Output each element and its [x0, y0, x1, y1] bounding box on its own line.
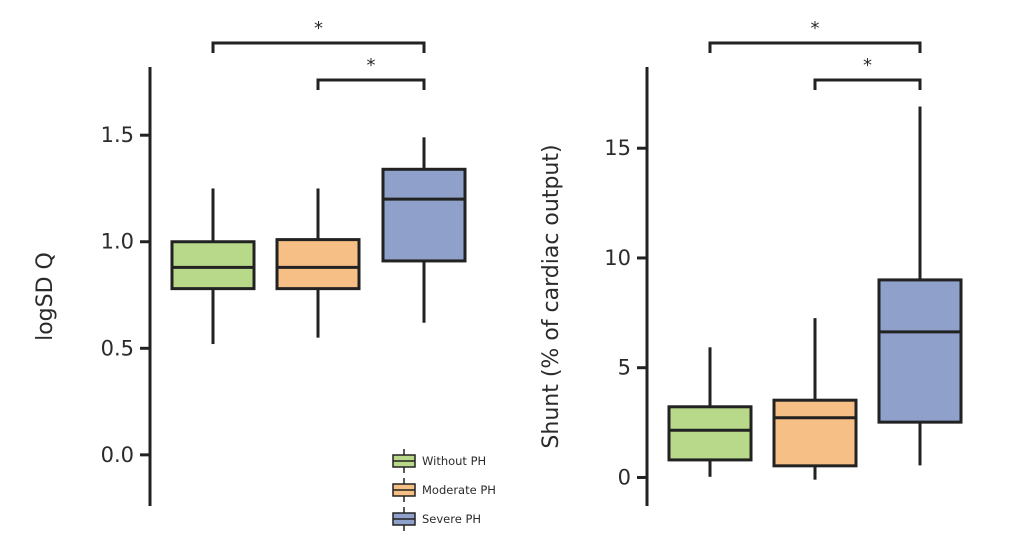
iqr-box: [275, 238, 361, 291]
significance-bracket: [813, 78, 922, 90]
iqr-box: [667, 405, 753, 462]
iqr-box: [772, 398, 858, 468]
y-tick-label: 0.0: [101, 443, 134, 467]
box-moderate-ph: [772, 318, 858, 480]
y-tick-label: 15: [604, 136, 631, 160]
y-tick-label: 1.5: [101, 123, 134, 147]
significance-star: *: [314, 18, 323, 39]
legend-item-severe-ph: Severe PH: [392, 507, 481, 531]
iqr-box: [170, 240, 256, 291]
significance-bracket: [708, 41, 922, 53]
y-tick-label: 1.0: [101, 230, 134, 254]
box-without-ph: [170, 188, 256, 345]
legend: Without PH Moderate PH Severe PH: [392, 449, 496, 531]
iqr-box: [381, 167, 467, 263]
iqr-box: [877, 278, 963, 424]
box-severe-ph: [877, 106, 963, 466]
shunt-boxplot-panel: 0 5 10 15 Shunt (% of cardiac output) * *: [539, 18, 963, 506]
y-axis-title: Shunt (% of cardiac output): [539, 144, 564, 448]
legend-label: Severe PH: [422, 512, 481, 526]
logsdq-boxplot-panel: 0.0 0.5 1.0 1.5 logSD Q * *: [33, 18, 467, 506]
legend-label: Without PH: [422, 454, 486, 468]
y-tick-label: 10: [604, 246, 631, 270]
box-moderate-ph: [275, 188, 361, 338]
y-tick-label: 5: [618, 356, 631, 380]
y-axis-title: logSD Q: [33, 252, 58, 341]
significance-star: *: [863, 55, 872, 76]
legend-item-without-ph: Without PH: [392, 449, 486, 473]
box-without-ph: [667, 347, 753, 477]
significance-star: *: [367, 55, 376, 76]
box-severe-ph: [381, 137, 467, 323]
significance-star: *: [811, 18, 820, 39]
y-tick-label: 0.5: [101, 336, 134, 360]
significance-bracket: [316, 78, 426, 90]
legend-item-moderate-ph: Moderate PH: [392, 478, 496, 502]
legend-label: Moderate PH: [422, 483, 496, 497]
y-tick-label: 0: [618, 465, 631, 489]
significance-bracket: [211, 41, 426, 53]
